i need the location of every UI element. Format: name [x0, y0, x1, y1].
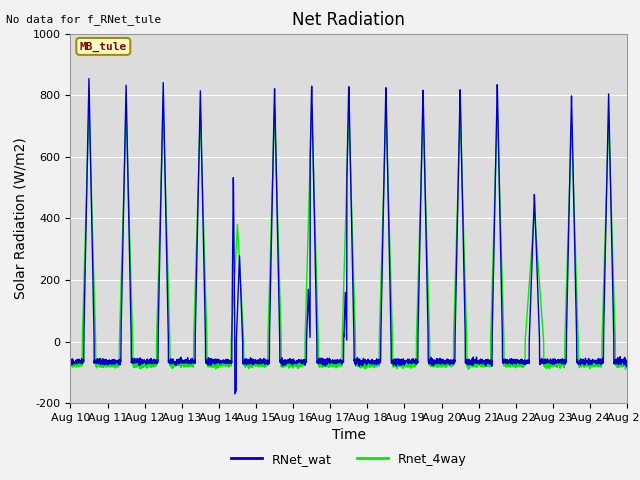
Rnet_4way — [465, 367, 472, 372]
Title: Net Radiation: Net Radiation — [292, 11, 405, 29]
RNet_wat — [186, 358, 194, 364]
Rnet_4way — [85, 105, 93, 110]
Rnet_4way — [222, 360, 230, 366]
Line: Rnet_4way: Rnet_4way — [70, 108, 627, 370]
Text: MB_tule: MB_tule — [80, 41, 127, 51]
Rnet_4way — [623, 361, 631, 367]
X-axis label: Time: Time — [332, 429, 366, 443]
Rnet_4way — [571, 221, 579, 227]
Line: RNet_wat: RNet_wat — [70, 79, 627, 394]
Rnet_4way — [67, 361, 74, 367]
RNet_wat — [222, 358, 230, 364]
RNet_wat — [623, 358, 631, 363]
RNet_wat — [231, 391, 239, 397]
RNet_wat — [85, 76, 93, 82]
RNet_wat — [413, 360, 421, 366]
RNet_wat — [67, 357, 74, 362]
Rnet_4way — [403, 362, 411, 368]
RNet_wat — [623, 360, 631, 366]
Rnet_4way — [623, 363, 631, 369]
Y-axis label: Solar Radiation (W/m2): Solar Radiation (W/m2) — [13, 138, 27, 299]
RNet_wat — [571, 238, 579, 244]
Rnet_4way — [413, 319, 420, 324]
Text: No data for f_RNet_tule: No data for f_RNet_tule — [6, 14, 162, 25]
Legend: RNet_wat, Rnet_4way: RNet_wat, Rnet_4way — [226, 448, 472, 471]
Rnet_4way — [186, 363, 194, 369]
RNet_wat — [403, 359, 411, 365]
